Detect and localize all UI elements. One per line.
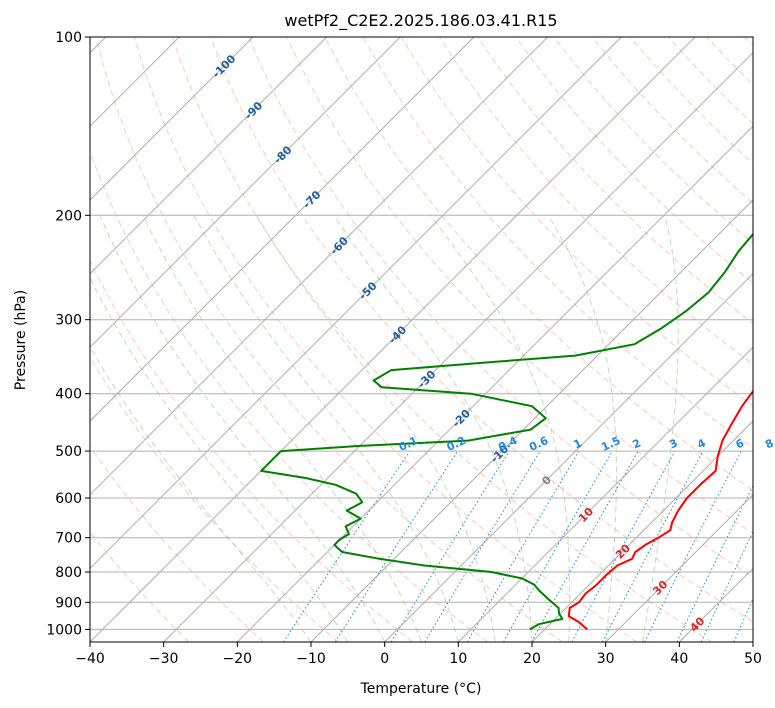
isotherm [531,420,753,642]
axes: −40 −30 −20 −10 0 10 20 30 40 50 100 200 300 400 500 60… [46,30,762,667]
dry-adiabat [90,150,488,642]
dry-adiabat [210,37,753,623]
dry-adiabat [90,445,264,642]
y-tick-label: 500 [55,444,82,460]
isotherm-label: -80 [271,143,294,166]
isotherm [310,199,753,642]
mixing-ratio-line [644,450,742,642]
y-tick-label: 300 [55,313,82,329]
moist-adiabat [333,215,533,642]
isotherm [90,37,696,642]
isotherm [90,37,622,570]
x-tick-label: 20 [523,651,541,667]
x-tick-label: −20 [223,651,253,667]
mixing-ratio-line [531,450,639,642]
y-tick-label: 600 [55,491,82,507]
y-tick-label: 400 [55,387,82,403]
moist-adiabat [142,215,422,642]
dry-adiabat [95,37,563,642]
dry-adiabat [324,37,753,491]
mixing-ratio-label: 4 [695,436,708,451]
y-tick-label: 1000 [46,622,82,638]
isotherm [90,37,328,275]
dry-adiabat [171,37,712,642]
moist-adiabat [193,215,459,642]
x-tick-label: −10 [296,651,326,667]
dry-adiabat [706,37,753,86]
moist-adiabat [547,215,617,642]
mixing-ratio-line [424,450,541,642]
y-tick-label: 900 [55,595,82,611]
mixing-ratio-label: 6 [734,436,747,451]
isotherm-label: -100 [210,52,239,81]
isotherm [457,346,753,642]
dry-adiabat [744,37,753,47]
x-tick-label: 40 [670,651,688,667]
isotherm [163,51,753,642]
series-group [260,232,753,631]
x-tick-label: −30 [149,651,179,667]
dry-adiabat [90,259,414,642]
isotherm [90,37,254,201]
mixing-ratio-line [676,484,753,642]
dry-adiabat [438,37,753,366]
chart-title: wetPf2_C2E2.2025.186.03.41.R15 [284,11,557,31]
isotherm [236,125,753,642]
mixing-ratio-label: 8 [763,436,775,451]
moist-adiabat [99,215,386,642]
mixing-ratio-line [334,450,459,642]
isotherm [384,272,753,642]
moist-adiabat [642,215,679,642]
moist-adiabat [90,345,312,642]
moist-adiabat [90,276,349,642]
mixing-ratio-line [466,450,580,642]
y-tick-label: 100 [55,30,82,46]
isotherm [90,37,549,496]
dry-adiabat [90,356,339,642]
mixing-ratio-label: 3 [667,436,679,451]
x-tick-label: 50 [744,651,762,667]
mixing-ratio-line [503,450,613,642]
line-labels: -100-90-80-70-60-50-40-30-20-10010203040… [210,52,775,635]
temperature-line [567,389,753,631]
x-tick-label: −40 [75,651,105,667]
dry-adiabat [515,37,753,284]
dry-adiabat [286,37,753,534]
x-tick-label: 10 [449,651,467,667]
x-axis-label: Temperature (°C) [360,681,482,697]
y-tick-label: 200 [55,208,82,224]
mixing-ratio-line [571,450,676,642]
isotherm [605,493,753,642]
dry-adiabat [248,37,753,578]
isotherm [90,37,475,422]
mixing-ratio-line [282,450,411,642]
mixing-ratio-label: 2 [631,436,643,451]
dry-adiabat [133,37,638,642]
y-axis-label: Pressure (hPa) [13,290,29,390]
moist-adiabat [430,215,571,642]
x-tick-label: 0 [380,651,389,667]
isotherm [678,567,753,642]
mixing-ratio-line [700,530,753,642]
grid [90,37,753,642]
dry-adiabat [668,37,753,125]
x-tick-label: 30 [597,651,615,667]
y-tick-label: 700 [55,531,82,547]
plot-frame [89,36,754,643]
dewpoint-line [260,232,753,631]
isotherm [752,641,753,642]
y-tick-label: 800 [55,565,82,581]
background-lines [90,37,775,642]
mixing-ratio-line [390,450,510,642]
isotherm [90,37,401,349]
dry-adiabat [553,37,753,244]
mixing-ratio-line [758,451,775,642]
